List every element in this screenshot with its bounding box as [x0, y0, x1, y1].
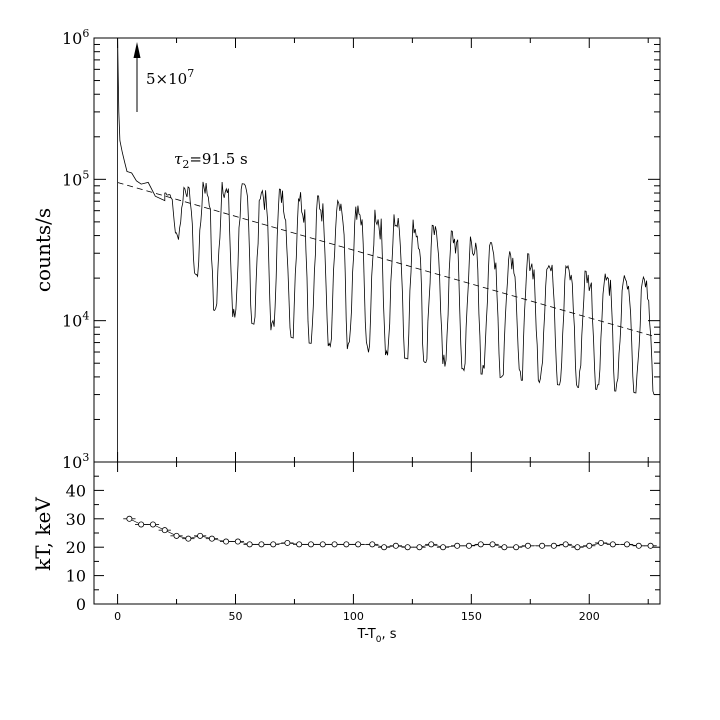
- kt-point: [550, 542, 557, 549]
- peak-flux-annotation: 5×107: [146, 67, 194, 88]
- bottom-panel-frame: [93, 461, 661, 605]
- kt-point: [355, 541, 362, 548]
- kt-point: [185, 535, 192, 542]
- kt-point: [307, 541, 314, 548]
- kt-point: [319, 541, 326, 548]
- kt-point: [161, 527, 168, 534]
- bottom-ytick-label: 20: [66, 538, 86, 557]
- kt-point: [381, 544, 388, 551]
- top-ytick-label: 105: [62, 168, 89, 189]
- bottom-xtick-label: 0: [114, 610, 121, 623]
- kt-point: [246, 541, 253, 548]
- bottom-ytick-label: 0: [76, 595, 86, 614]
- temperature-series-group: [123, 515, 657, 551]
- fit-line-group: [117, 182, 656, 338]
- bottom-ylabel: kT, keV: [31, 497, 55, 571]
- kt-point: [126, 515, 133, 522]
- exponential-fit-line: [117, 182, 656, 338]
- kt-point: [173, 532, 180, 539]
- kt-point: [234, 538, 241, 545]
- bottom-xtick-label: 150: [461, 610, 482, 623]
- kt-point: [284, 539, 291, 546]
- top-ytick-label: 106: [62, 27, 89, 48]
- top-panel-ytick-labels: 103 104 105 106: [62, 27, 89, 472]
- kt-point: [197, 532, 204, 539]
- kt-point: [524, 542, 531, 549]
- top-ytick-label: 103: [62, 451, 89, 472]
- kt-point: [428, 541, 435, 548]
- light-curve-group: [117, 37, 655, 462]
- top-panel-frame: [93, 37, 661, 463]
- kt-point: [392, 542, 399, 549]
- kt-point: [440, 544, 447, 551]
- kt-point: [465, 542, 472, 549]
- kt-point: [635, 542, 642, 549]
- bottom-xtick-label: 200: [579, 610, 600, 623]
- kt-point: [609, 541, 616, 548]
- kt-point: [149, 521, 156, 528]
- top-panel-ticks: [94, 37, 660, 463]
- bottom-panel-ticks: [94, 461, 660, 605]
- bottom-ytick-label: 30: [66, 510, 86, 529]
- kt-point: [369, 541, 376, 548]
- top-ylabel: counts/s: [31, 208, 55, 292]
- kt-line: [129, 518, 651, 548]
- kt-point: [489, 541, 496, 548]
- kt-point: [343, 541, 350, 548]
- bottom-xtick-label: 100: [343, 610, 364, 623]
- kt-point: [416, 544, 423, 551]
- kt-point: [331, 541, 338, 548]
- bottom-xlabel: T-T0, s: [357, 627, 397, 645]
- bottom-panel-ytick-labels: 0 10 20 30 40: [66, 481, 86, 614]
- kt-point: [296, 541, 303, 548]
- kt-point: [539, 542, 546, 549]
- bottom-xtick-label: 50: [229, 610, 243, 623]
- kt-point: [562, 541, 569, 548]
- bottom-panel-xtick-labels: 0 50 100 150 200: [114, 610, 600, 623]
- kt-point: [647, 542, 654, 549]
- kt-point: [404, 544, 411, 551]
- tau-annotation: τ2=91.5 s: [174, 150, 248, 171]
- bottom-ytick-label: 10: [66, 567, 86, 586]
- kt-point: [623, 541, 630, 548]
- flux-arrow: [133, 42, 141, 112]
- top-ytick-label: 104: [62, 310, 89, 331]
- kt-point: [574, 544, 581, 551]
- kt-point: [598, 539, 605, 546]
- kt-point: [138, 521, 145, 528]
- light-curve-line: [117, 37, 655, 462]
- kt-point: [208, 535, 215, 542]
- bottom-ytick-label: 40: [66, 481, 86, 500]
- kt-point: [501, 544, 508, 551]
- kt-point: [477, 541, 484, 548]
- kt-point: [513, 544, 520, 551]
- kt-point: [586, 542, 593, 549]
- kt-point: [258, 541, 265, 548]
- kt-point: [454, 542, 461, 549]
- kt-point: [223, 538, 230, 545]
- kt-point: [270, 541, 277, 548]
